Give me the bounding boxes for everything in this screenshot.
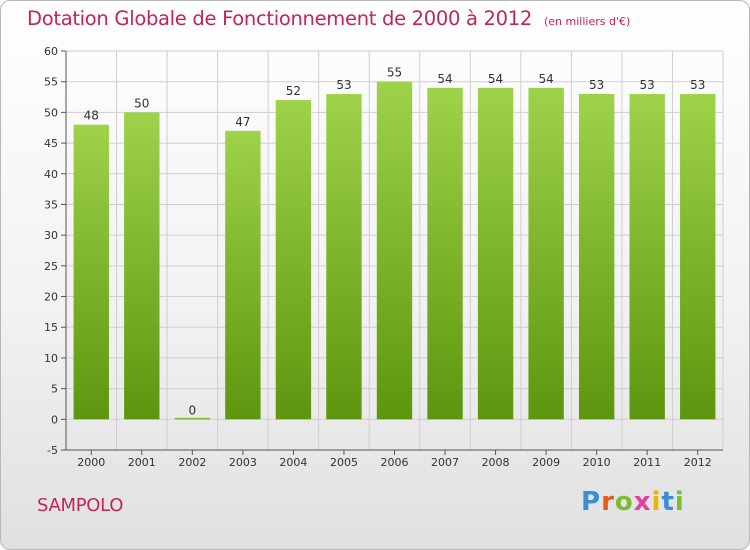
- x-tick-label-2010: 2010: [583, 456, 611, 469]
- data-label-2011: 53: [640, 78, 655, 92]
- y-tick-label: -5: [47, 444, 58, 457]
- bars: [73, 81, 716, 420]
- data-label-2002: 0: [189, 403, 197, 417]
- logo-letter: P: [581, 487, 602, 517]
- bar-2012: [680, 93, 716, 420]
- data-label-2006: 55: [387, 66, 402, 80]
- data-label-2010: 53: [589, 78, 604, 92]
- y-tick-label: 55: [44, 76, 58, 89]
- data-label-2007: 54: [437, 72, 452, 86]
- title-row: Dotation Globale de Fonctionnement de 20…: [27, 7, 630, 30]
- data-label-2001: 50: [134, 96, 149, 110]
- y-tick-label: 35: [44, 198, 58, 211]
- bar-2004: [275, 100, 312, 420]
- data-label-2012: 53: [690, 78, 705, 92]
- x-tick-label-2011: 2011: [633, 456, 661, 469]
- logo-letter: o: [614, 487, 634, 517]
- x-tick-label-2012: 2012: [684, 456, 712, 469]
- x-tick-label-2003: 2003: [229, 456, 257, 469]
- data-label-2008: 54: [488, 72, 503, 86]
- y-tick-label: 5: [51, 383, 58, 396]
- y-tick-label: 50: [44, 106, 58, 119]
- y-tick-label: 30: [44, 229, 58, 242]
- y-tick-label: 40: [44, 168, 58, 181]
- x-tick-label-2004: 2004: [279, 456, 307, 469]
- bar-2010: [578, 93, 615, 420]
- axes: -5 0 5 10 15 20 25 30 35 40 45 50 55 60 2000 2001 2002 20…: [44, 45, 723, 469]
- data-label-2009: 54: [538, 72, 553, 86]
- data-label-2004: 52: [286, 84, 301, 98]
- bar-2001: [124, 112, 160, 420]
- data-label-2000: 48: [84, 109, 99, 123]
- bar-2011: [629, 93, 665, 420]
- proxiti-logo: Proxiti: [581, 487, 685, 517]
- chart-title: Dotation Globale de Fonctionnement de 20…: [27, 7, 532, 30]
- logo-letter: i: [674, 487, 685, 517]
- data-labels: 48 50 0 47 52 53 55 54 54 54 53 53 53: [84, 66, 706, 418]
- x-tick-label-2007: 2007: [431, 456, 459, 469]
- commune-name: SAMPOLO: [37, 495, 124, 516]
- bar-2002: [174, 417, 211, 420]
- y-tick-label: 60: [44, 45, 58, 58]
- logo-letter: i: [651, 487, 662, 517]
- bar-2005: [326, 93, 362, 420]
- data-label-2003: 47: [235, 115, 250, 129]
- x-tick-label-2008: 2008: [482, 456, 510, 469]
- y-tick-label: 0: [51, 413, 58, 426]
- y-tick-label: 20: [44, 291, 58, 304]
- logo-letter: t: [661, 487, 675, 517]
- x-tick-label-2006: 2006: [381, 456, 409, 469]
- y-tick-label: 10: [44, 352, 58, 365]
- y-tick-label: 45: [44, 137, 58, 150]
- logo-letter: x: [633, 487, 652, 517]
- y-tick-label: 25: [44, 260, 58, 273]
- bar-2000: [73, 124, 109, 420]
- x-tick-label-2009: 2009: [532, 456, 560, 469]
- y-tick-label: 15: [44, 321, 58, 334]
- bar-2006: [376, 81, 413, 420]
- x-tick-label-2005: 2005: [330, 456, 358, 469]
- x-tick-label-2000: 2000: [77, 456, 105, 469]
- data-label-2005: 53: [336, 78, 351, 92]
- x-tick-label-2001: 2001: [128, 456, 156, 469]
- bar-2009: [528, 87, 564, 420]
- logo-letter: r: [601, 487, 615, 517]
- unit-note: (en milliers d'€): [543, 15, 631, 28]
- bar-2003: [225, 130, 261, 420]
- bar-2007: [427, 87, 463, 420]
- bar-2008: [477, 87, 514, 420]
- x-tick-label-2002: 2002: [178, 456, 206, 469]
